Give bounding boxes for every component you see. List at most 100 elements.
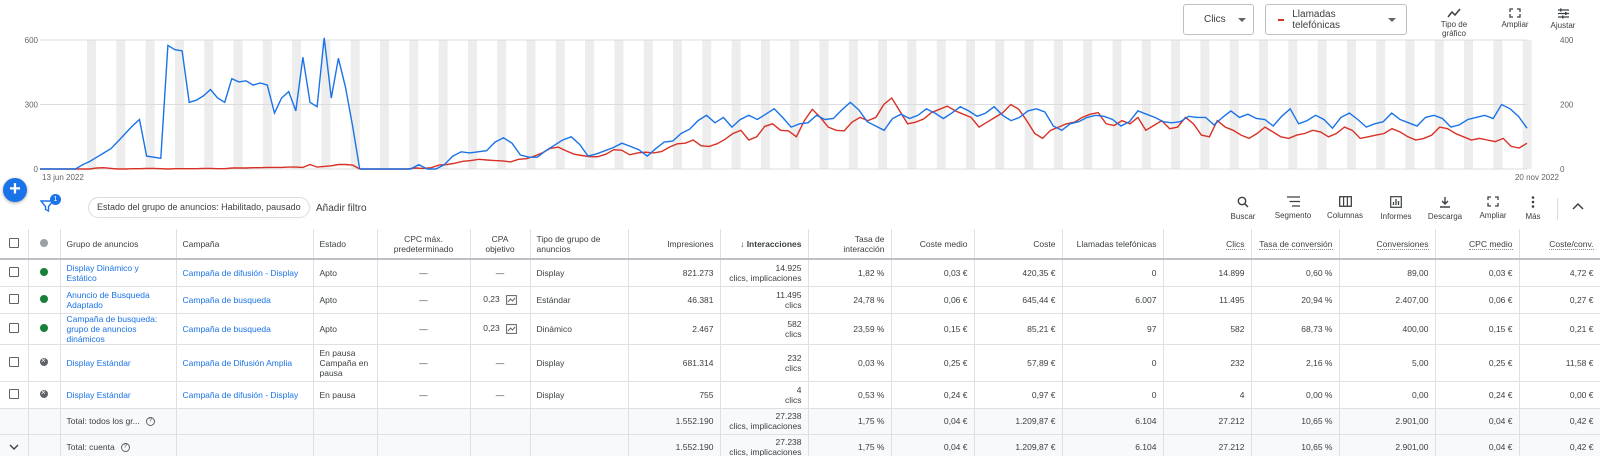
table-row[interactable]: Display Dinámico y Estático Campaña de d… — [0, 259, 1600, 287]
max-cpc-value: — — [377, 313, 471, 345]
avg-cost-value: 0,03 € — [891, 259, 975, 287]
ad-group-name[interactable]: Display Dinámico y Estático — [60, 259, 177, 287]
col-cost-per-conv[interactable]: Coste/conv. — [1519, 229, 1600, 260]
reports-button[interactable]: Informes — [1372, 196, 1420, 221]
conversions-value: 400,00 — [1339, 313, 1436, 345]
total-avg-cost: 0,04 € — [891, 434, 975, 456]
bid-chart-icon[interactable] — [505, 323, 517, 334]
campaign-name[interactable]: Campaña de difusión - Display — [176, 381, 314, 409]
row-select-cell[interactable] — [0, 381, 29, 409]
ad-group-name[interactable]: Anuncio de Busqueda Adaptado — [60, 286, 177, 314]
col-ad-group-type[interactable]: Tipo de grupo de anuncios — [530, 229, 629, 260]
col-interaction-rate[interactable]: Tasa de interacción — [808, 229, 892, 260]
col-target-cpa[interactable]: CPA objetivo — [470, 229, 531, 260]
table-header-row: Grupo de anuncios Campaña Estado CPC máx… — [0, 229, 1600, 260]
row-checkbox[interactable] — [8, 266, 19, 277]
total-clicks: 27.212 — [1163, 408, 1252, 435]
filter-chip-status[interactable]: Estado del grupo de anuncios: Habilitado… — [88, 197, 310, 218]
row-select-cell[interactable] — [0, 313, 29, 345]
col-clicks[interactable]: Clics — [1163, 229, 1252, 260]
cost-value: 420,35 € — [974, 259, 1063, 287]
select-all-cell[interactable] — [0, 229, 29, 260]
col-interactions[interactable]: ↓ Interacciones — [720, 229, 809, 260]
ad-group-link[interactable]: Display Estándar — [66, 357, 131, 368]
chart-type-button[interactable]: Tipo de gráfico — [1431, 8, 1477, 38]
target-cpa-text: — — [495, 357, 505, 368]
expand-chart-button[interactable]: Ampliar — [1492, 8, 1538, 29]
total-empty-cell — [176, 408, 314, 435]
target-cpa-value: — — [470, 259, 531, 287]
campaign-link[interactable]: Campaña de difusión - Display — [182, 267, 299, 278]
bid-chart-icon[interactable] — [505, 294, 517, 305]
col-conv-rate[interactable]: Tasa de conversión — [1251, 229, 1340, 260]
ad-group-name[interactable]: Display Estándar — [60, 344, 177, 382]
right-axis-tick-label: 0 — [1560, 165, 1565, 174]
campaign-name[interactable]: Campaña de difusión - Display — [176, 259, 314, 287]
col-campaign[interactable]: Campaña — [176, 229, 314, 260]
calls-line-early — [40, 163, 361, 170]
row-checkbox[interactable] — [8, 388, 19, 399]
campaign-link[interactable]: Campaña de difusión - Display — [182, 389, 299, 400]
add-fab-button[interactable]: + — [3, 178, 27, 202]
col-avg-cost[interactable]: Coste medio — [891, 229, 975, 260]
collapse-chevron-up-icon[interactable] — [1572, 202, 1584, 210]
row-checkbox[interactable] — [8, 322, 19, 333]
ad-group-link[interactable]: Anuncio de Busqueda Adaptado — [66, 289, 150, 310]
help-icon[interactable]: ? — [145, 417, 155, 427]
help-icon[interactable]: ? — [120, 443, 130, 453]
table-row[interactable]: Campaña de busqueda: grupo de anuncios d… — [0, 313, 1600, 345]
ad-group-link[interactable]: Campaña de busqueda: grupo de anuncios d… — [66, 313, 158, 344]
status-text: En pausa — [313, 381, 378, 409]
row-select-cell[interactable] — [0, 259, 29, 287]
cost-value: 57,89 € — [974, 344, 1063, 382]
row-checkbox[interactable] — [8, 356, 19, 367]
col-phone-calls[interactable]: Llamadas telefónicas — [1062, 229, 1164, 260]
total-account-row: Total: cuenta? 1.552.190 27.238 clics, impl… — [0, 434, 1600, 456]
row-select-cell[interactable] — [0, 344, 29, 382]
add-filter-link[interactable]: Añadir filtro — [316, 203, 367, 214]
col-cost[interactable]: Coste — [974, 229, 1063, 260]
col-status[interactable]: Estado — [313, 229, 378, 260]
campaign-name[interactable]: Campaña de Difusión Amplia — [176, 344, 314, 382]
ad-group-name[interactable]: Campaña de busqueda: grupo de anuncios d… — [60, 313, 177, 345]
table-row[interactable]: Display Estándar Campaña de difusión - D… — [0, 381, 1600, 409]
search-button[interactable]: Buscar — [1219, 196, 1267, 221]
col-ad-group[interactable]: Grupo de anuncios — [60, 229, 177, 260]
col-conversions[interactable]: Conversiones — [1339, 229, 1436, 260]
interactions-sub: clics — [784, 328, 802, 339]
avg-cpc-value: 0,25 € — [1435, 344, 1520, 382]
ad-group-link[interactable]: Display Dinámico y Estático — [66, 262, 139, 283]
select-all-checkbox[interactable] — [8, 237, 19, 248]
segment-button[interactable]: Segmento — [1269, 196, 1317, 220]
col-max-cpc[interactable]: CPC máx. predeterminado — [377, 229, 471, 260]
col-avg-cpc[interactable]: CPC medio — [1435, 229, 1520, 260]
interaction-rate-value: 1,82 % — [808, 259, 892, 287]
total-interactions-number: 27.238 — [775, 411, 802, 421]
impressions-value: 46.381 — [628, 286, 721, 314]
ad-group-link[interactable]: Display Estándar — [66, 389, 131, 400]
table-row[interactable]: Anuncio de Busqueda Adaptado Campaña de … — [0, 286, 1600, 314]
table-row[interactable]: Display Estándar Campaña de Difusión Amp… — [0, 344, 1600, 382]
ad-group-name[interactable]: Display Estándar — [60, 381, 177, 409]
expand-chevron-icon[interactable] — [9, 442, 19, 452]
metric-selector-clicks[interactable]: Clics — [1183, 4, 1254, 35]
avg-cost-value: 0,24 € — [891, 381, 975, 409]
total-phone-calls: 6.104 — [1062, 434, 1164, 456]
campaign-link[interactable]: Campaña de busqueda — [182, 323, 271, 334]
status-dot-icon — [40, 294, 48, 303]
adjust-chart-button[interactable]: Ajustar — [1540, 8, 1586, 30]
campaign-link[interactable]: Campaña de busqueda — [182, 294, 271, 305]
col-impressions[interactable]: Impresiones — [628, 229, 721, 260]
metric-selector-calls[interactable]: Llamadas telefónicas — [1265, 4, 1407, 35]
columns-button[interactable]: Columnas — [1321, 196, 1369, 220]
expand-table-button[interactable]: Ampliar — [1469, 196, 1517, 220]
row-checkbox[interactable] — [8, 293, 19, 304]
download-button[interactable]: Descarga — [1421, 196, 1469, 221]
more-button[interactable]: Más — [1509, 196, 1557, 221]
campaign-name[interactable]: Campaña de busqueda — [176, 286, 314, 314]
campaign-link[interactable]: Campaña de Difusión Amplia — [182, 357, 293, 368]
campaign-name[interactable]: Campaña de busqueda — [176, 313, 314, 345]
cost-per-conv-value: 0,00 € — [1519, 381, 1600, 409]
row-select-cell[interactable] — [0, 286, 29, 314]
chart-gridlines — [40, 39, 1527, 170]
